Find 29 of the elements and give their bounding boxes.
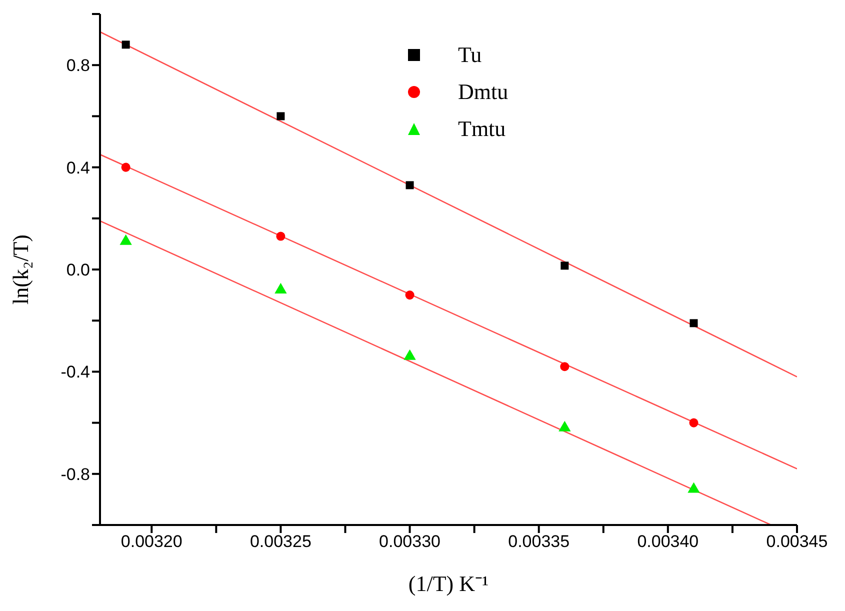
point (690, 319, 698, 328)
x-tick-label: 0.00330 (379, 532, 441, 552)
x-tick-label: 0.00340 (637, 532, 699, 552)
x-tick-label: 0.00320 (120, 532, 182, 552)
point (404, 349, 416, 360)
y-tick-label: 0.8 (66, 56, 90, 76)
y-axis-title: ln(k₂/T) (8, 234, 33, 304)
point (560, 262, 569, 270)
y-tick-label: -0.8 (60, 464, 90, 484)
y-tick-label: 0.4 (66, 158, 90, 178)
y-tick-label: -0.4 (60, 362, 90, 382)
point (558, 420, 571, 432)
x-tick-label: 0.00325 (250, 532, 312, 552)
legend-label: Tmtu (458, 116, 506, 142)
point (405, 290, 414, 300)
x-tick-label: 0.00335 (508, 532, 570, 552)
legend-label: Dmtu (458, 78, 508, 104)
point (560, 362, 570, 372)
point (276, 112, 285, 120)
point (121, 162, 130, 172)
x-axis-title: (1/T) K⁻¹ (408, 571, 489, 596)
y-tick-label: 0.0 (66, 260, 90, 280)
x-tick-label: 0.00345 (766, 532, 828, 552)
point (122, 40, 130, 49)
point (689, 418, 698, 428)
point (688, 482, 700, 493)
point (276, 232, 286, 241)
legend-label: Tu (458, 42, 482, 68)
point (406, 181, 414, 190)
